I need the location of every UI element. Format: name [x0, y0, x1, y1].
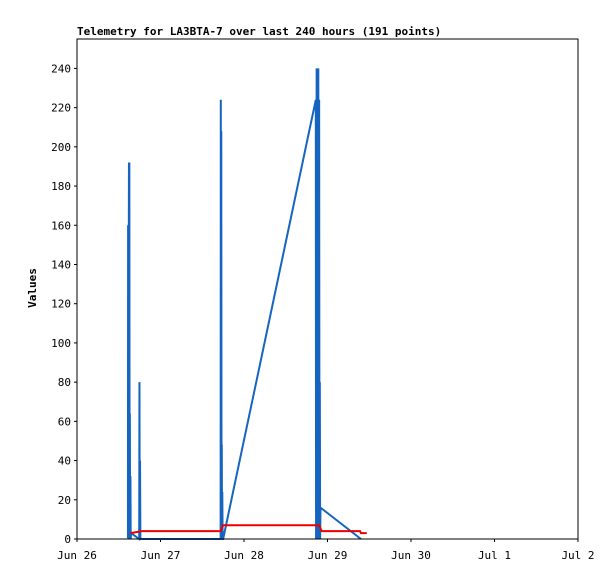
y-tick-label: 20: [58, 494, 71, 507]
plot-area-frame: [76, 38, 579, 540]
y-tick-label: 0: [64, 533, 71, 546]
x-tick-label: Jun 28: [224, 549, 264, 562]
x-tick-label: Jul 2: [561, 549, 594, 562]
y-axis: 0 20 40 60 80 100 120 140 160 180 200 220 240: [51, 62, 77, 546]
y-tick-label: 60: [58, 415, 71, 428]
y-tick-label: 160: [51, 219, 71, 232]
series-line-1: [130, 524, 367, 535]
x-tick-label: Jun 30: [391, 549, 431, 562]
series-layer: [126, 68, 367, 541]
y-axis-label: Values: [26, 268, 39, 308]
y-tick-label: 220: [51, 102, 71, 115]
x-tick-label: Jun 29: [308, 549, 348, 562]
y-tick-label: 120: [51, 298, 71, 311]
y-tick-label: 80: [58, 376, 71, 389]
y-tick-label: 240: [51, 62, 71, 75]
y-tick-label: 180: [51, 180, 71, 193]
x-axis: Jun 26 Jun 27 Jun 28 Jun 29 Jun 30 Jul 1 Jul 2: [57, 539, 595, 562]
y-tick-label: 140: [51, 258, 71, 271]
y-tick-label: 40: [58, 455, 71, 468]
y-tick-label: 200: [51, 141, 71, 154]
x-tick-label: Jun 27: [141, 549, 181, 562]
x-tick-label: Jun 26: [57, 549, 97, 562]
y-tick-label: 100: [51, 337, 71, 350]
x-tick-label: Jul 1: [478, 549, 511, 562]
series-line-0: [126, 68, 362, 541]
chart-title: Telemetry for LA3BTA-7 over last 240 hou…: [77, 25, 441, 38]
